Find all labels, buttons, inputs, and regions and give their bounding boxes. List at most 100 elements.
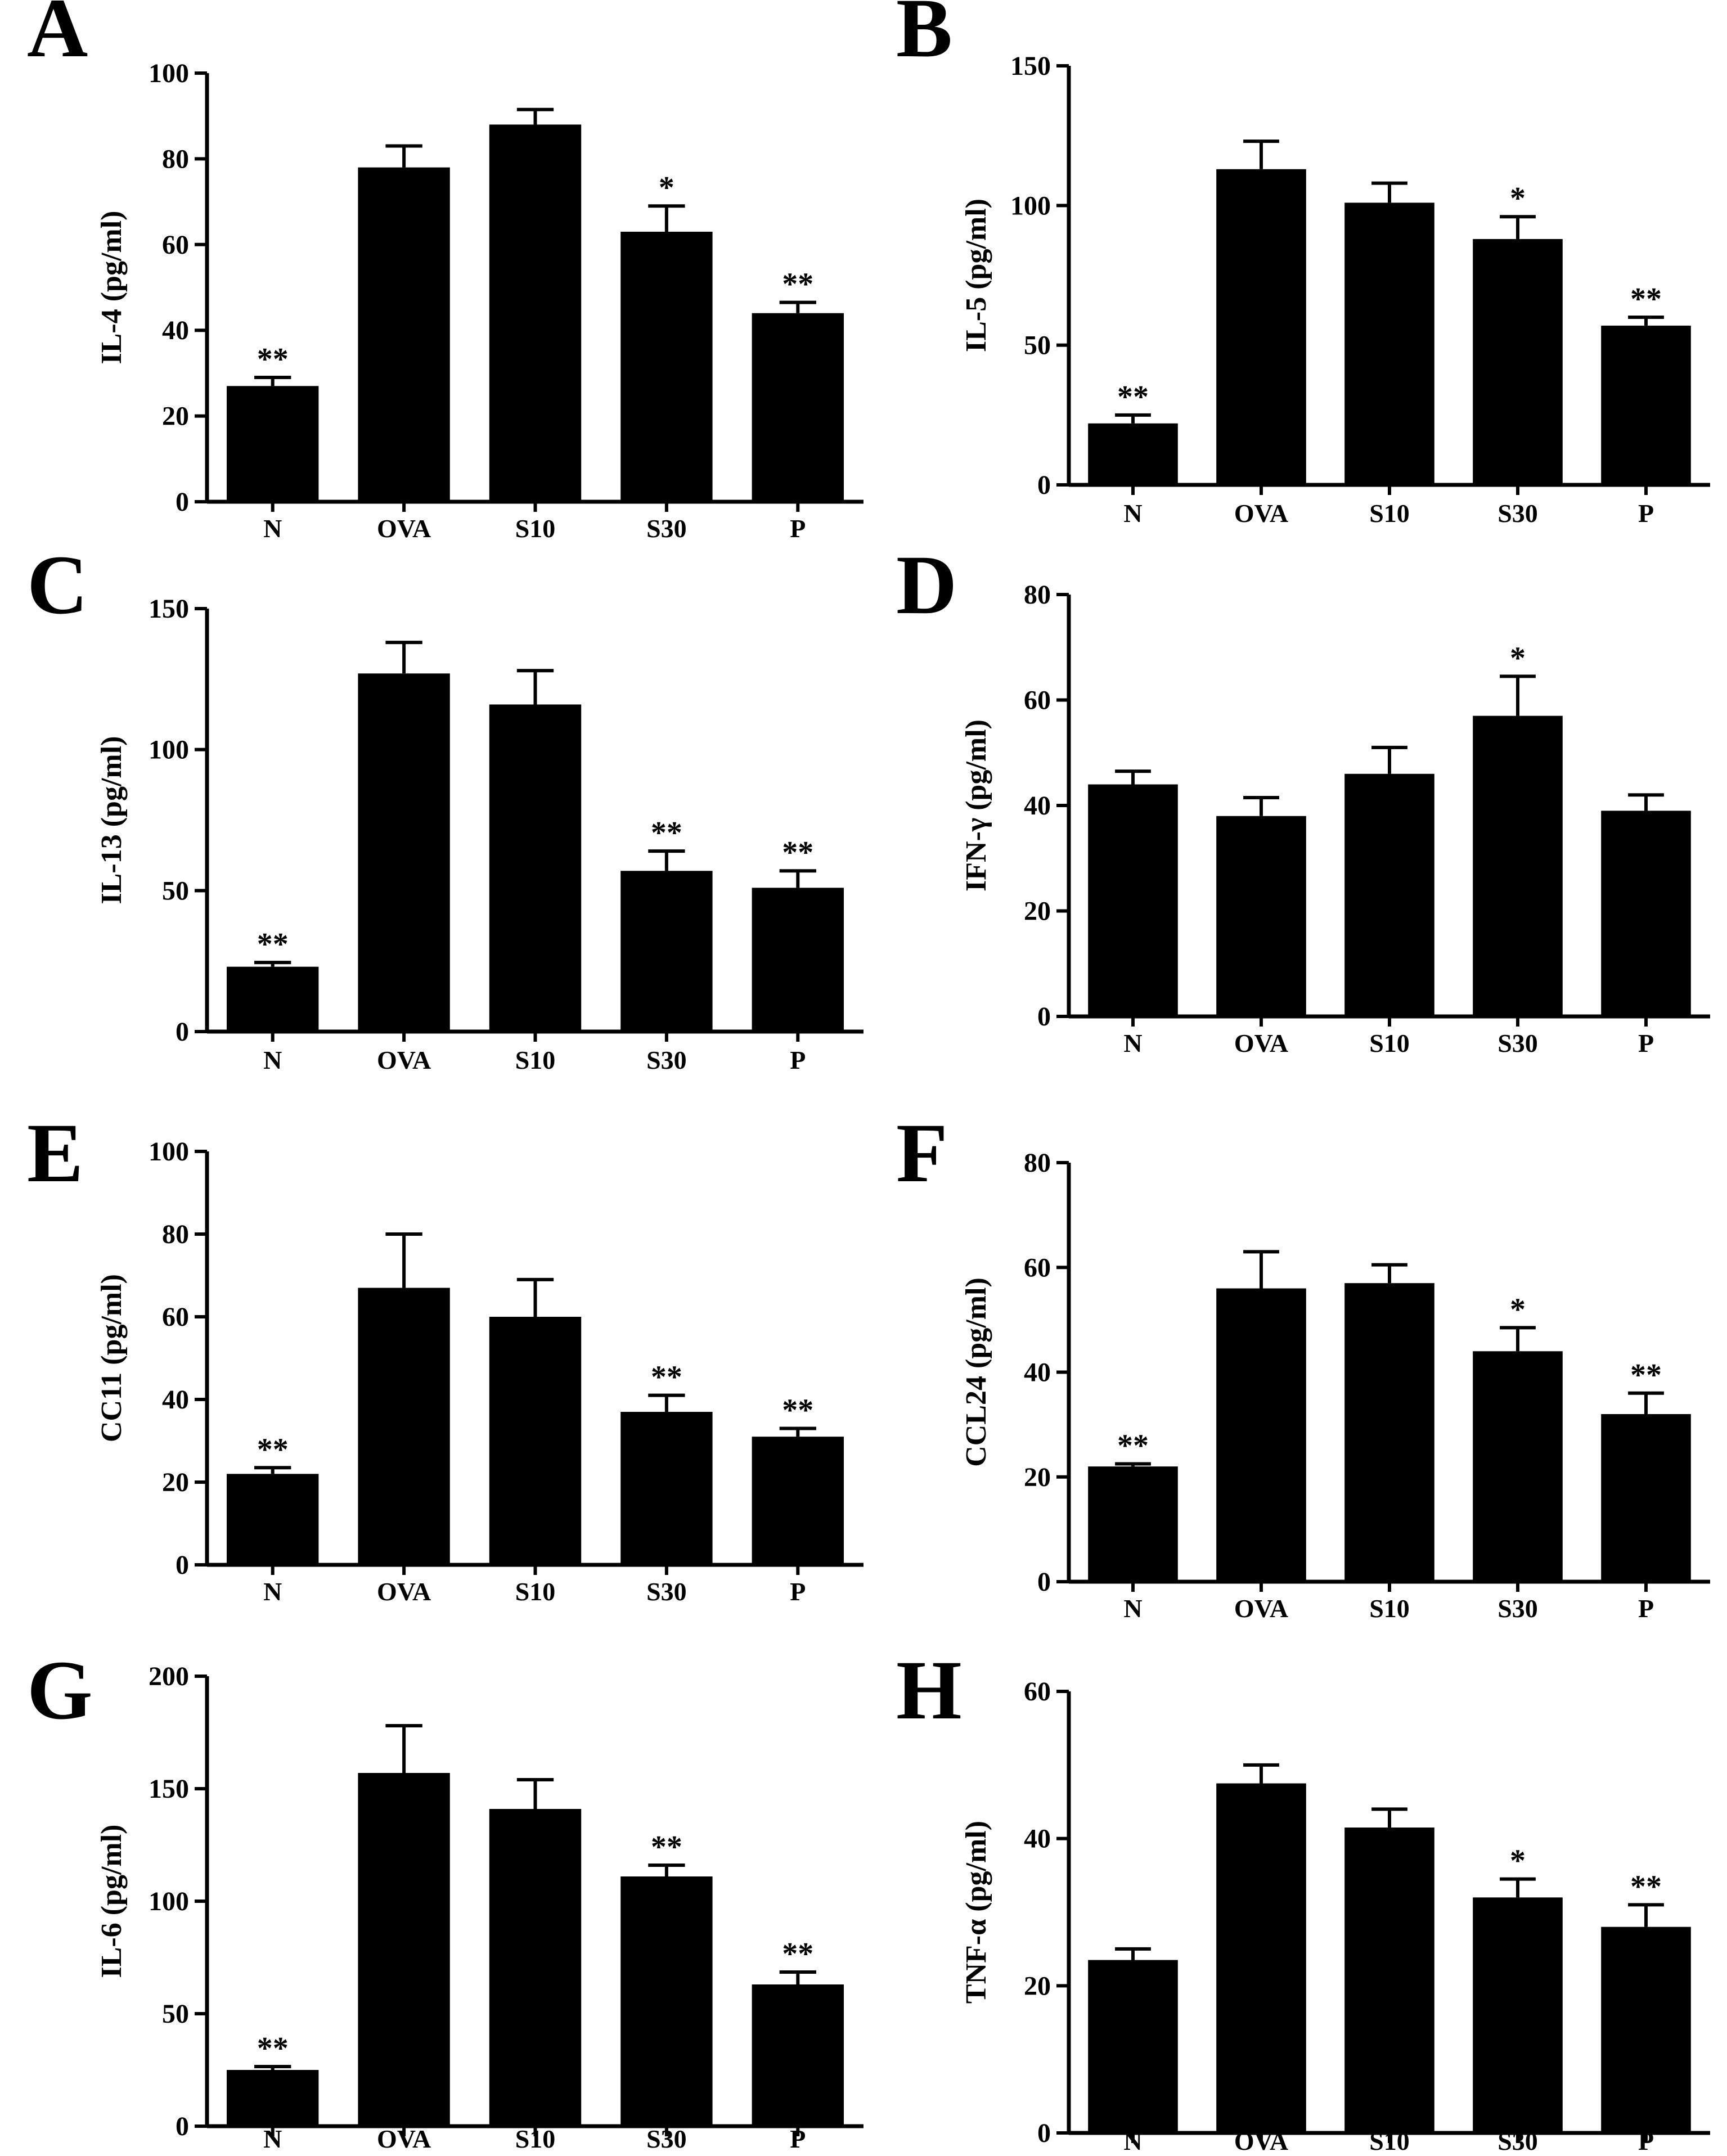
category-label-f: OVA xyxy=(1234,1594,1288,1623)
bar-c-p xyxy=(752,888,844,1032)
category-label-f: S30 xyxy=(1497,1594,1538,1623)
bar-b-p xyxy=(1601,325,1691,485)
category-label-h: P xyxy=(1638,2127,1654,2155)
significance-mark-f: ** xyxy=(1117,1428,1149,1463)
category-label-b: OVA xyxy=(1234,499,1288,528)
bar-e-s10 xyxy=(489,1317,582,1565)
y-tick-label-a: 20 xyxy=(162,402,189,431)
bar-g-n xyxy=(227,2070,319,2126)
category-label-b: S10 xyxy=(1369,499,1410,528)
y-tick-label-f: 80 xyxy=(1024,1148,1051,1178)
bar-f-s30 xyxy=(1473,1351,1563,1582)
category-label-a: OVA xyxy=(377,514,431,543)
bar-f-ova xyxy=(1216,1288,1306,1582)
category-label-a: N xyxy=(263,514,282,543)
y-tick-label-d: 40 xyxy=(1024,791,1051,821)
y-tick-label-g: 50 xyxy=(162,1999,189,2029)
bar-a-ova xyxy=(358,167,450,502)
category-label-f: P xyxy=(1638,1594,1654,1623)
bar-f-s10 xyxy=(1344,1283,1434,1582)
y-tick-label-b: 50 xyxy=(1024,331,1051,361)
significance-mark-a: * xyxy=(659,170,674,205)
significance-mark-d: * xyxy=(1510,641,1526,676)
bar-c-s30 xyxy=(620,871,713,1032)
category-label-h: N xyxy=(1123,2127,1142,2155)
y-tick-label-h: 60 xyxy=(1024,1677,1051,1707)
y-tick-label-d: 0 xyxy=(1037,1002,1051,1032)
y-tick-label-g: 100 xyxy=(149,1887,189,1916)
bar-d-p xyxy=(1601,811,1691,1016)
y-tick-label-a: 40 xyxy=(162,316,189,345)
y-tick-label-e: 0 xyxy=(176,1550,189,1580)
bar-g-p xyxy=(752,1984,844,2126)
category-label-b: P xyxy=(1638,499,1654,528)
bar-f-p xyxy=(1601,1414,1691,1582)
bar-a-p xyxy=(752,313,844,502)
y-tick-label-h: 40 xyxy=(1024,1824,1051,1854)
category-label-h: S10 xyxy=(1369,2127,1410,2155)
panel-letter-a: A xyxy=(27,0,88,75)
panel-letter-b: B xyxy=(896,0,952,75)
y-tick-label-g: 200 xyxy=(149,1662,189,1691)
significance-mark-g: ** xyxy=(257,2031,289,2066)
y-tick-label-c: 50 xyxy=(162,876,189,906)
significance-mark-b: * xyxy=(1510,181,1526,216)
y-tick-label-e: 20 xyxy=(162,1468,189,1497)
y-axis-label-e: CC11 (pg/ml) xyxy=(96,1274,128,1442)
bar-c-ova xyxy=(358,673,450,1032)
y-axis-label-c: IL-13 (pg/ml) xyxy=(96,736,128,904)
category-label-g: S10 xyxy=(515,2125,556,2153)
bar-h-s30 xyxy=(1473,1897,1563,2133)
y-tick-label-f: 20 xyxy=(1024,1462,1051,1492)
bar-d-s30 xyxy=(1473,715,1563,1016)
significance-mark-h: * xyxy=(1510,1844,1526,1879)
bar-e-s30 xyxy=(620,1412,713,1565)
y-tick-label-h: 20 xyxy=(1024,1971,1051,2001)
panel-letter-g: G xyxy=(27,1644,93,1737)
panel-letter-d: D xyxy=(896,538,957,632)
bar-f-n xyxy=(1088,1466,1178,1582)
category-label-g: N xyxy=(263,2125,282,2153)
bar-b-n xyxy=(1088,423,1178,485)
bar-b-s30 xyxy=(1473,238,1563,485)
y-axis-label-f: CCL24 (pg/ml) xyxy=(960,1277,992,1467)
category-label-d: OVA xyxy=(1234,1029,1288,1057)
category-label-e: S10 xyxy=(515,1577,556,1606)
y-axis-label-h: TNF-α (pg/ml) xyxy=(960,1821,992,2004)
panel-letter-h: H xyxy=(896,1644,962,1737)
significance-mark-g: ** xyxy=(782,1937,813,1972)
y-axis-label-g: IL-6 (pg/ml) xyxy=(96,1825,128,1978)
y-tick-label-b: 100 xyxy=(1010,191,1051,220)
bar-b-s10 xyxy=(1344,202,1434,485)
panel-letter-f: F xyxy=(896,1106,948,1200)
y-axis-label-b: IL-5 (pg/ml) xyxy=(960,199,992,352)
significance-mark-f: ** xyxy=(1630,1358,1662,1393)
y-tick-label-e: 60 xyxy=(162,1302,189,1332)
category-label-b: N xyxy=(1123,499,1142,528)
y-tick-label-e: 80 xyxy=(162,1219,189,1249)
category-label-h: S30 xyxy=(1497,2127,1538,2155)
category-label-a: S10 xyxy=(515,514,556,543)
significance-mark-b: ** xyxy=(1117,380,1149,415)
bar-d-ova xyxy=(1216,816,1306,1016)
category-label-b: S30 xyxy=(1497,499,1538,528)
y-axis-label-d: IFN-γ (pg/ml) xyxy=(960,719,992,892)
significance-mark-h: ** xyxy=(1630,1869,1662,1904)
y-tick-label-e: 40 xyxy=(162,1385,189,1415)
significance-mark-e: ** xyxy=(257,1432,289,1467)
y-tick-label-b: 0 xyxy=(1037,470,1051,500)
category-label-e: OVA xyxy=(377,1577,431,1606)
panel-letter-c: C xyxy=(27,538,88,632)
bar-a-s10 xyxy=(489,124,582,502)
significance-mark-a: ** xyxy=(257,342,289,377)
category-label-c: OVA xyxy=(377,1046,431,1074)
category-label-a: S30 xyxy=(646,514,687,543)
category-label-c: S30 xyxy=(646,1046,687,1074)
bar-c-n xyxy=(227,966,319,1032)
y-tick-label-d: 80 xyxy=(1024,580,1051,610)
significance-mark-a: ** xyxy=(782,267,813,302)
category-label-e: P xyxy=(790,1577,806,1606)
category-label-d: N xyxy=(1123,1029,1142,1057)
category-label-e: N xyxy=(263,1577,282,1606)
category-label-g: P xyxy=(790,2125,806,2153)
